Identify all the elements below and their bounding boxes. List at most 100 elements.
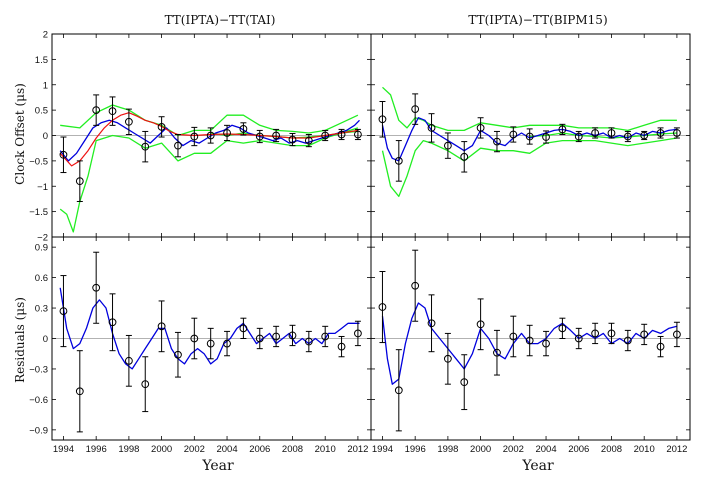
data-point [378, 303, 387, 311]
series-uncertainty-0 [382, 86, 677, 132]
x-tick-label: 2002 [503, 444, 524, 455]
error-bar [60, 275, 67, 348]
data-point [525, 132, 534, 141]
x-tick-label: 2000 [470, 444, 491, 455]
data-point [206, 339, 215, 348]
error-bar [526, 324, 533, 357]
error-bar [510, 315, 517, 358]
data-point [124, 356, 133, 365]
data-point [460, 152, 469, 161]
panel-tai-offset [52, 33, 371, 238]
error-bar [543, 330, 550, 357]
error-bar [142, 356, 149, 413]
xticks-left: 1994 1996 1998 2000 2002 2004 2006 2008 2010 2012 [53, 444, 369, 455]
data-point [607, 129, 616, 137]
error-bar [305, 330, 312, 353]
data-point [75, 177, 84, 186]
error-bar [125, 334, 132, 387]
error-bar [256, 129, 263, 144]
series-model-3 [381, 117, 677, 162]
x-tick-label: 2008 [282, 444, 303, 455]
ylabel-clock-offset: Clock Offset (μs) [13, 83, 27, 185]
error-bar [543, 130, 550, 144]
y-tick-label: 0.5 [35, 106, 48, 117]
data-point [157, 322, 166, 331]
error-bar [305, 133, 312, 148]
error-bar [379, 100, 386, 138]
data-point [174, 141, 182, 150]
data-point [476, 320, 485, 329]
error-bar [76, 160, 83, 202]
x-tick-label: 1996 [86, 444, 107, 455]
data-point [288, 331, 297, 340]
error-bar [641, 323, 648, 346]
error-bar [608, 322, 615, 345]
error-bar [412, 249, 419, 322]
data-point [623, 336, 632, 345]
error-bar [191, 126, 198, 147]
error-bar [109, 293, 116, 352]
y-tick-label: 0.9 [35, 243, 48, 254]
data-point [443, 354, 452, 363]
data-point [558, 125, 567, 134]
data-point [591, 329, 600, 338]
error-bar [273, 325, 280, 348]
error-bar [657, 335, 664, 358]
x-tick-label: 1998 [118, 444, 139, 455]
data-point [460, 378, 469, 387]
data-point [92, 106, 101, 115]
data-point [206, 131, 215, 140]
x-tick-label: 2010 [315, 444, 336, 455]
data-point [337, 130, 346, 139]
y-tick-label: 2 [43, 30, 48, 41]
x-tick-label: 1998 [437, 444, 458, 455]
data-point [124, 117, 133, 126]
y-tick-label: 1.5 [35, 55, 48, 66]
data-point [607, 329, 616, 338]
data-point [354, 130, 362, 139]
y-tick-label: 0.3 [35, 304, 48, 315]
data-point [558, 324, 567, 333]
x-tick-label: 1996 [405, 444, 426, 455]
x-tick-label: 2000 [151, 444, 172, 455]
data-point [108, 107, 117, 116]
data-point [75, 387, 84, 396]
data-point [673, 330, 681, 339]
error-bar [256, 327, 263, 350]
data-point [141, 380, 150, 389]
data-point [427, 123, 436, 132]
panel-tai-residuals [52, 237, 371, 440]
error-bar [493, 329, 500, 376]
error-bar [93, 94, 100, 126]
data-point [354, 329, 362, 338]
data-point [108, 318, 117, 327]
title-left: TT(IPTA)−TT(TAI) [165, 13, 276, 27]
data-point [190, 132, 199, 141]
series-uncertainty-1 [59, 127, 359, 233]
data-point [174, 350, 182, 359]
data-point [337, 342, 346, 351]
data-point [476, 123, 485, 132]
error-bar [510, 126, 517, 143]
data-point [304, 337, 313, 346]
x-tick-label: 2004 [216, 444, 237, 455]
data-point [640, 131, 649, 140]
error-bar [444, 132, 451, 159]
panel-bipm-offset [371, 33, 690, 238]
error-bar [379, 271, 386, 344]
data-point [223, 129, 231, 137]
error-bar [428, 113, 435, 143]
data-point [394, 156, 403, 165]
data-point [272, 131, 281, 140]
y-tick-label: 0.6 [35, 273, 48, 284]
data-point [223, 339, 231, 348]
error-bar [207, 127, 214, 144]
x-tick-label: 2002 [184, 444, 205, 455]
error-bar [461, 354, 468, 411]
xticks-right: 1994 1996 1998 2000 2002 2004 2006 2008 2010 2012 [372, 444, 688, 455]
data-point [239, 125, 248, 133]
error-bar [191, 317, 198, 360]
data-point [304, 136, 313, 145]
data-point [493, 137, 501, 146]
